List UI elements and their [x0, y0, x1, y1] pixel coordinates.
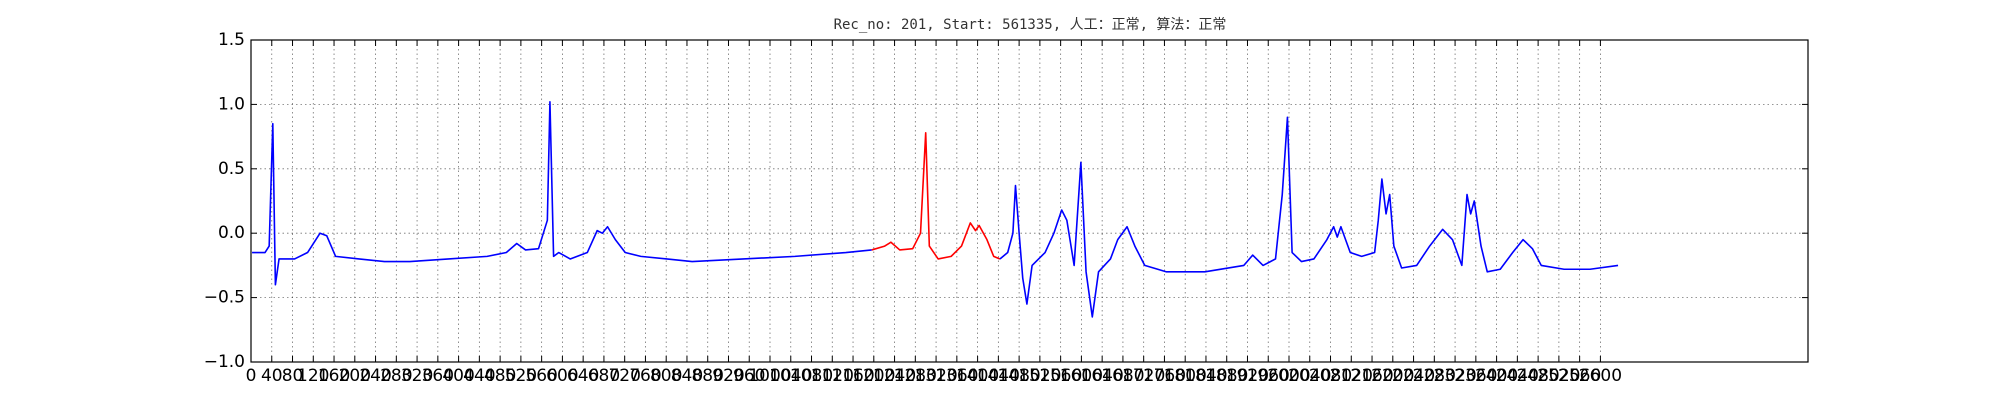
x-tick-label: 1880	[1205, 366, 1248, 386]
x-tick-label: 1360	[935, 366, 978, 386]
x-tick-label: 1520	[1018, 366, 1061, 386]
x-tick-label: 1120	[811, 366, 854, 386]
x-tick-label: 1440	[977, 366, 1020, 386]
x-tick-label: 2160	[1350, 366, 1393, 386]
y-tick-label: −0.5	[204, 288, 245, 308]
x-tick-label: 2280	[1413, 366, 1456, 386]
x-tick-label: 1000	[748, 366, 791, 386]
x-tick-label: 1040	[769, 366, 812, 386]
x-tick-label: 2200	[1371, 366, 1414, 386]
y-tick-label: 0.5	[218, 159, 245, 179]
x-tick-label: 1800	[1164, 366, 1207, 386]
x-tick-label: 800	[650, 366, 682, 386]
x-tick-label: 280	[380, 366, 412, 386]
x-tick-label: 2400	[1475, 366, 1518, 386]
chart-title: Rec_no: 201, Start: 561335, 人工：正常, 算法：正常	[834, 17, 1227, 33]
y-tick-label: 1.5	[218, 30, 245, 50]
x-tick-label: 520	[505, 366, 537, 386]
ecg-line	[999, 116, 1619, 318]
x-tick-label: 120	[297, 366, 329, 386]
x-tick-label: 560	[525, 366, 557, 386]
x-tick-label: 1840	[1184, 366, 1227, 386]
x-tick-label: 2520	[1537, 366, 1580, 386]
x-tick-label: 1720	[1122, 366, 1165, 386]
x-tick-label: 880	[691, 366, 723, 386]
y-tick-label: 0.0	[218, 223, 245, 243]
x-tick-label: 720	[608, 366, 640, 386]
x-tick-label: 1240	[873, 366, 916, 386]
x-tick-label: 480	[484, 366, 516, 386]
x-tick-label: 2000	[1267, 366, 1310, 386]
x-tick-label: 2360	[1454, 366, 1497, 386]
x-tick-label: 1760	[1143, 366, 1186, 386]
x-tick-label: 400	[442, 366, 474, 386]
x-tick-label: 1080	[790, 366, 833, 386]
x-tick-label: 2440	[1496, 366, 1539, 386]
y-tick-label: 1.0	[218, 94, 245, 114]
plot-frame	[250, 39, 1809, 363]
x-tick-label: 600	[546, 366, 578, 386]
x-tick-label: 760	[629, 366, 661, 386]
x-tick-label: 360	[422, 366, 454, 386]
x-tick-label: 1280	[894, 366, 937, 386]
x-tick-label: 2120	[1330, 366, 1373, 386]
x-tick-label: 1200	[852, 366, 895, 386]
x-tick-label: 2320	[1433, 366, 1476, 386]
x-tick-label: 320	[401, 366, 433, 386]
x-tick-label: 40	[261, 366, 283, 386]
x-tick-label: 240	[359, 366, 391, 386]
x-tick-label: 440	[463, 366, 495, 386]
x-tick-label: 2480	[1516, 366, 1559, 386]
x-tick-label: 920	[712, 366, 744, 386]
x-tick-label: 1400	[956, 366, 999, 386]
y-tick-label: −1.0	[204, 352, 245, 372]
x-tick-label: 1320	[914, 366, 957, 386]
x-tick-label: 1960	[1247, 366, 1290, 386]
x-tick-label: 160	[318, 366, 350, 386]
x-tick-label: 840	[671, 366, 703, 386]
x-tick-label: 680	[588, 366, 620, 386]
x-tick-label: 960	[733, 366, 765, 386]
x-tick-label: 640	[567, 366, 599, 386]
x-tick-label: 1560	[1039, 366, 1082, 386]
ecg-line	[252, 101, 872, 286]
x-tick-label: 2040	[1288, 366, 1331, 386]
x-tick-label: 1480	[997, 366, 1040, 386]
x-tick-label: 1600	[1060, 366, 1103, 386]
x-tick-label: 2560	[1558, 366, 1601, 386]
x-tick-label: 1640	[1081, 366, 1124, 386]
x-tick-label: 200	[339, 366, 371, 386]
x-tick-label: 0	[246, 366, 257, 386]
x-tick-label: 80	[282, 366, 304, 386]
x-tick-label: 2080	[1309, 366, 1352, 386]
x-tick-label: 1920	[1226, 366, 1269, 386]
x-tick-label: 2240	[1392, 366, 1435, 386]
x-tick-label: 2600	[1579, 366, 1622, 386]
ecg-line	[871, 131, 1001, 260]
x-tick-label: 1160	[831, 366, 874, 386]
x-tick-label: 1680	[1101, 366, 1144, 386]
